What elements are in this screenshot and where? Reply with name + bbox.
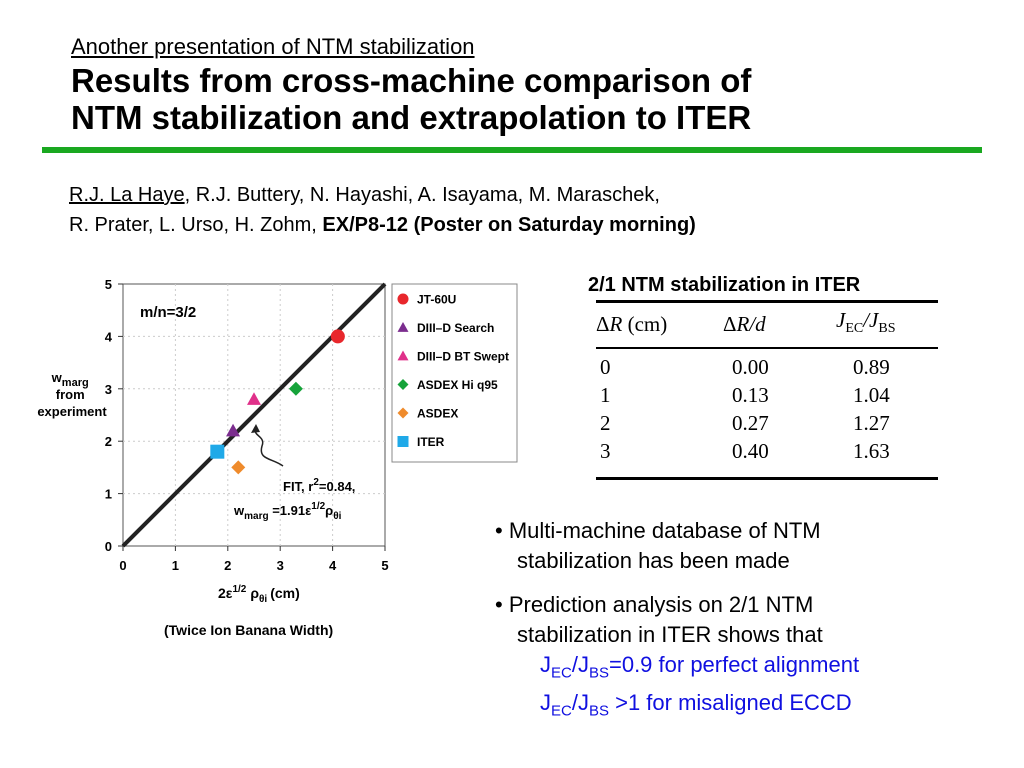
legend-marker [397, 350, 409, 361]
bullet-2-line4: JEC/JBS >1 for misaligned ECCD [540, 690, 852, 720]
authors-block: R.J. La Haye, R.J. Buttery, N. Hayashi, … [69, 180, 696, 240]
y-tick-label: 3 [105, 382, 112, 397]
data-point-jt-60u [330, 329, 345, 344]
table-cell: 3 [600, 439, 611, 463]
x-tick-label: 0 [119, 558, 126, 573]
table-cell: 0.13 [732, 383, 769, 407]
header-jec-jbs: JEC/JBS [836, 308, 896, 337]
bullet-1-line1: • Multi-machine database of NTM [495, 518, 821, 543]
fit-arrow-head [251, 424, 260, 433]
axis-ticks: 0 1 2 3 4 5 0 1 2 3 4 5 [105, 277, 389, 573]
slide-title-line2: NTM stabilization and extrapolation to I… [71, 99, 752, 136]
x-axis-label: 2ε1/2 ρθi (cm) [218, 584, 300, 605]
bullet-2-line1: • Prediction analysis on 2/1 NTM [495, 592, 814, 617]
bullet-2-line2: stabilization in ITER shows that [517, 622, 823, 647]
x-axis-note: (Twice Ion Banana Width) [164, 622, 333, 638]
data-markers [210, 329, 345, 475]
table-cell: 2 [600, 411, 611, 435]
legend-label: ASDEX [417, 407, 458, 421]
table-cell: 0 [600, 355, 611, 379]
table-cell: 0.40 [732, 439, 769, 463]
table-row: 1 0.13 1.04 [596, 383, 938, 411]
legend-marker [397, 436, 409, 447]
legend-marker [397, 379, 409, 390]
slide-title: Results from cross-machine comparison of… [71, 62, 751, 136]
ntm-scatter-chart: 0 1 2 3 4 5 0 1 2 3 4 5 m/n=3/2 wmarg from experime… [37, 277, 518, 638]
legend-label: JT-60U [417, 293, 456, 307]
header-delta-r: ΔR (cm) [596, 312, 668, 336]
table-cell: 1.04 [853, 383, 890, 407]
table-cell: 1 [600, 383, 611, 407]
bullet-1: • Multi-machine database of NTM stabiliz… [495, 516, 821, 576]
x-tick-label: 2 [224, 558, 231, 573]
legend-box [391, 283, 518, 463]
slide-title-line1: Results from cross-machine comparison of [71, 62, 752, 99]
bullet-1-line2: stabilization has been made [517, 548, 790, 573]
legend-label: DIII–D BT Swept [417, 350, 509, 364]
bullet-2-line3: JEC/JBS=0.9 for perfect alignment [540, 652, 860, 682]
table-top-rule [596, 300, 938, 303]
x-tick-label: 4 [329, 558, 337, 573]
table-cell: 0.27 [732, 411, 769, 435]
authors-line2-prefix: R. Prater, L. Urso, H. Zohm, [69, 214, 317, 236]
authors-line1: R.J. La Haye, R.J. Buttery, N. Hayashi, … [69, 180, 696, 210]
authors-rest: , R.J. Buttery, N. Hayashi, A. Isayama, … [184, 184, 660, 206]
data-point-asdex-hi-q95 [288, 381, 303, 396]
authors-line2: R. Prater, L. Urso, H. Zohm, EX/P8-12 (P… [69, 210, 696, 240]
plot-gridlines [123, 284, 385, 546]
mode-label: m/n=3/2 [140, 304, 196, 321]
y-axis-label: wmarg from experiment [37, 370, 107, 419]
y-tick-label: 5 [105, 277, 112, 292]
fit-annotation-arrow [254, 427, 284, 467]
legend-marker [397, 293, 409, 305]
x-tick-label: 1 [172, 558, 179, 573]
table-header-rule [596, 347, 938, 349]
table-row: 2 0.27 1.27 [596, 411, 938, 439]
legend-marker [397, 407, 409, 419]
data-point-diii-d-search [226, 423, 241, 437]
table-bottom-rule [596, 477, 938, 480]
table-cell: 0.00 [732, 355, 769, 379]
data-point-iter [210, 444, 225, 459]
poster-ref: EX/P8-12 (Poster on Saturday morning) [322, 214, 696, 236]
y-tick-label: 2 [105, 434, 112, 449]
legend: JT-60U DIII–D Search DIII–D BT Swept ASDEX … [397, 293, 509, 449]
legend-label: ASDEX Hi q95 [417, 378, 498, 392]
fit-label-line2: wmarg =1.91ε1/2ρθi [233, 501, 342, 522]
bullet-2: • Prediction analysis on 2/1 NTM stabili… [495, 590, 859, 727]
legend-label: DIII–D Search [417, 321, 494, 335]
y-tick-label: 4 [105, 329, 113, 344]
table-cell: 1.27 [853, 411, 890, 435]
data-point-diii-d-bt-swept [247, 392, 261, 405]
slide-subtitle: Another presentation of NTM stabilizatio… [71, 34, 475, 59]
table-row: 0 0.00 0.89 [596, 355, 938, 383]
legend-marker [397, 322, 409, 332]
data-point-asdex [231, 460, 246, 475]
title-divider [42, 147, 982, 153]
fit-label-line1: FIT, r2=0.84, [283, 477, 355, 494]
header-delta-r-over-d: ΔR/d [723, 312, 766, 336]
y-tick-label: 1 [105, 487, 112, 502]
x-tick-label: 5 [381, 558, 388, 573]
legend-label: ITER [417, 435, 445, 449]
table-cell: 0.89 [853, 355, 890, 379]
first-author: R.J. La Haye [69, 184, 185, 206]
x-tick-label: 3 [277, 558, 284, 573]
table-cell: 1.63 [853, 439, 890, 463]
fit-line [121, 282, 387, 548]
table-row: 3 0.40 1.63 [596, 439, 938, 467]
table-title: 2/1 NTM stabilization in ITER [588, 274, 861, 296]
y-tick-label: 0 [105, 539, 112, 554]
plot-frame [122, 283, 386, 547]
